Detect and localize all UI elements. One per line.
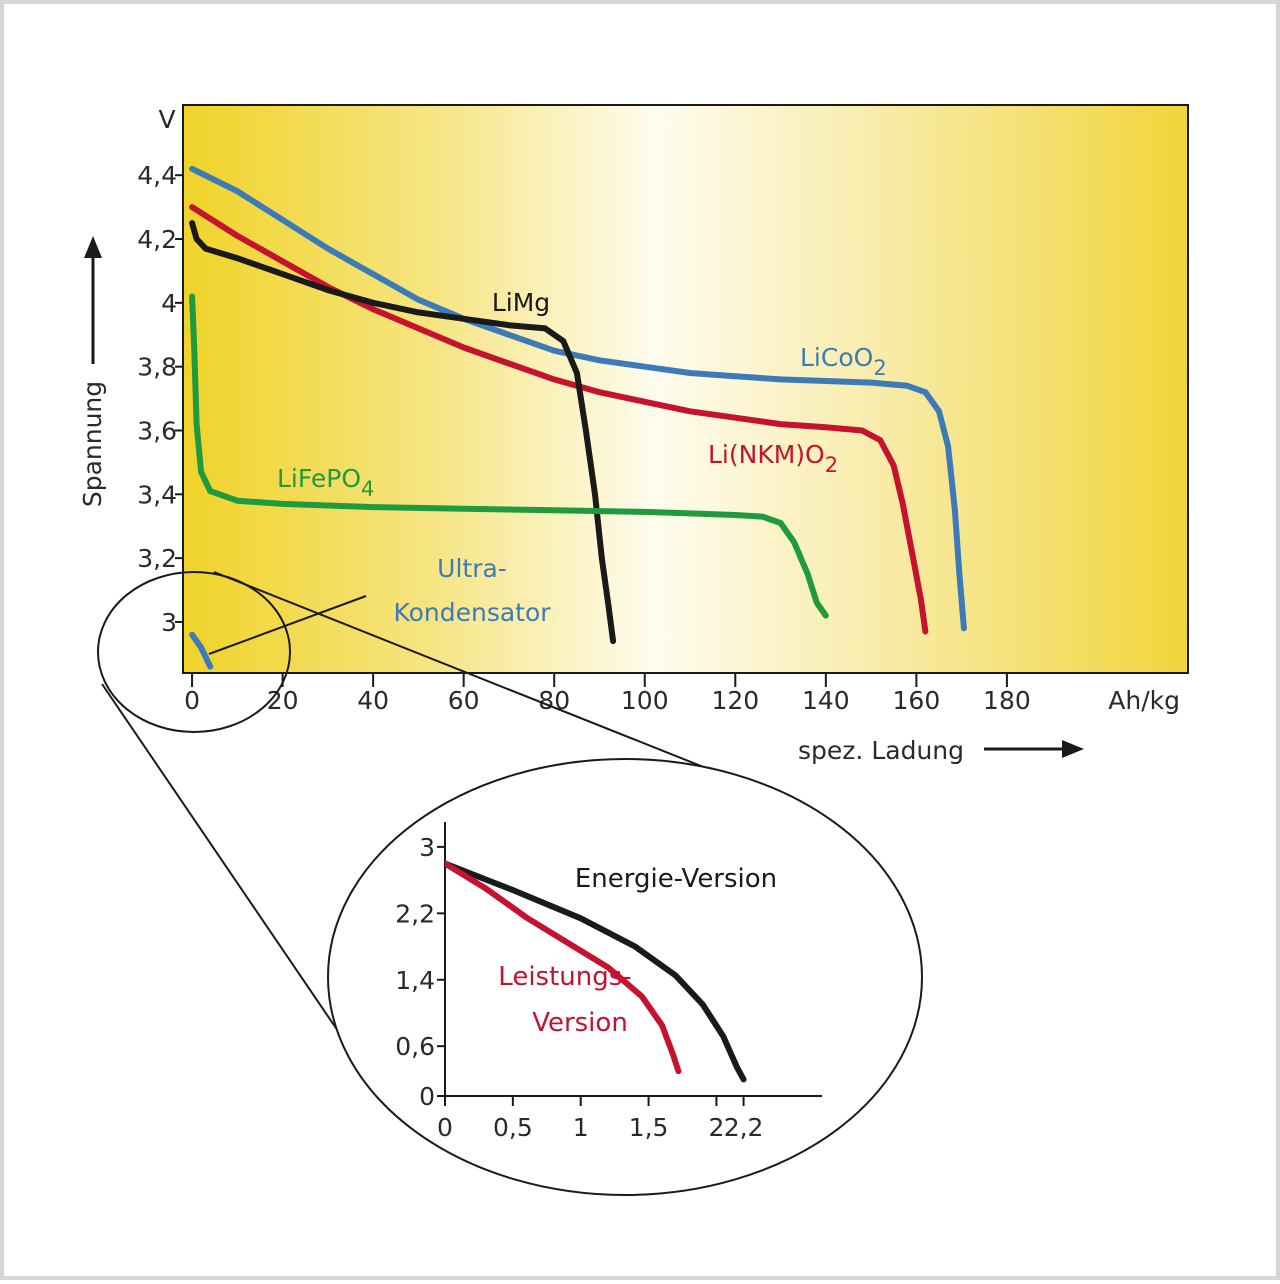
plot-area [182, 104, 1189, 674]
inset-y-tick-label: 0 [419, 1082, 435, 1111]
inset-x-tick-label: 1,5 [629, 1113, 669, 1142]
x-tick-label: 100 [621, 686, 669, 715]
main-axes: 0 20 40 60 80 100 120 140 160 180 3 3,2 3,4 3,6 3,8 4 4… [137, 161, 1031, 715]
inset-label-leistungs-line2: Version [532, 1008, 628, 1038]
inset-x-ticks: 0 0,5 1 1,5 2 2,2 [437, 1096, 763, 1142]
x-tick-label: 140 [802, 686, 850, 715]
y-tick-label: 4,4 [137, 161, 177, 190]
y-tick-label: 3,8 [137, 353, 177, 382]
inset-y-ticks: 0 0,6 1,4 2,2 3 [395, 833, 445, 1111]
y-tick-label: 4 [161, 289, 177, 318]
x-tick-label: 20 [267, 686, 299, 715]
y-tick-label: 4,2 [137, 225, 177, 254]
ultra-label-pointer [208, 595, 367, 655]
chart-canvas: 0 20 40 60 80 100 120 140 160 180 33,23,43,63,844… [78, 104, 1189, 1196]
y-tick-label: 3,6 [137, 416, 177, 445]
zoom-connector-bottom [101, 683, 341, 1035]
inset-label-leistungs-line1: Leistungs- [498, 962, 631, 992]
x-axis-arrow [984, 740, 1084, 758]
inset-axes: 0 0,5 1 1,5 2 2,2 00,61,42,23 [395, 822, 822, 1142]
y-axis-arrow [84, 236, 102, 364]
x-tick-label: 120 [711, 686, 759, 715]
series-label-linkmo2: Li(NKM)O2 [708, 440, 838, 477]
inset-series-line-energie-version [445, 860, 747, 1083]
zoom-inset-circle [327, 758, 923, 1196]
y-tick-label: 3 [161, 608, 177, 637]
inset-y-tick-label: 1,4 [395, 966, 435, 995]
inset-y-tick-label: 2,2 [395, 899, 435, 928]
series-label-licoo2: LiCoO2 [800, 343, 887, 380]
inset-x-tick-label: 0 [437, 1113, 453, 1142]
x-tick-label: 80 [538, 686, 570, 715]
x-tick-label: 60 [448, 686, 480, 715]
inset-x-tick-label: 1 [573, 1113, 589, 1142]
x-axis-title: spez. Ladung [798, 736, 964, 765]
x-tick-label: 40 [357, 686, 389, 715]
zoom-connector-top [213, 571, 717, 773]
y-tick-label: 3,4 [137, 480, 177, 509]
series-line-ultra-kondensator [189, 631, 214, 670]
y-axis-ticks: 3 3,2 3,4 3,6 3,8 4 4,2 4,4 [137, 161, 183, 637]
x-axis-ticks: 0 20 40 60 80 100 120 140 160 180 [184, 673, 1031, 715]
inset-series-line-leistungs-version [445, 860, 682, 1075]
y-axis-title: Spannung [78, 381, 107, 507]
series-line-limg [189, 220, 617, 645]
series-label-lifepo4: LiFePO4 [277, 464, 374, 501]
zoom-source-circle [97, 571, 291, 733]
inset-series-group [445, 860, 747, 1083]
x-unit-label: Ah/kg [1108, 686, 1180, 715]
y-unit-label: V [158, 105, 175, 134]
series-line-lifepo4 [189, 293, 829, 619]
series-label-limg: LiMg [492, 288, 550, 317]
inset-x-tick-label: 0,5 [493, 1113, 533, 1142]
y-tick-label: 3,2 [137, 544, 177, 573]
inset-label-energie: Energie-Version [575, 864, 777, 894]
main-series-group [189, 165, 967, 670]
series-label-ultra-line1: Ultra- [437, 554, 507, 583]
x-tick-label: 160 [893, 686, 941, 715]
x-tick-label: 180 [983, 686, 1031, 715]
x-tick-label: 0 [184, 686, 200, 715]
series-line-licoo2 [189, 165, 967, 632]
inset-y-tick-label: 3 [419, 833, 435, 862]
inset-x-tick-label: 2 [708, 1113, 724, 1142]
series-label-ultra-line2: Kondensator [393, 598, 551, 627]
inset-x-tick-label: 2,2 [724, 1113, 764, 1142]
inset-y-tick-label: 0,6 [395, 1032, 435, 1061]
